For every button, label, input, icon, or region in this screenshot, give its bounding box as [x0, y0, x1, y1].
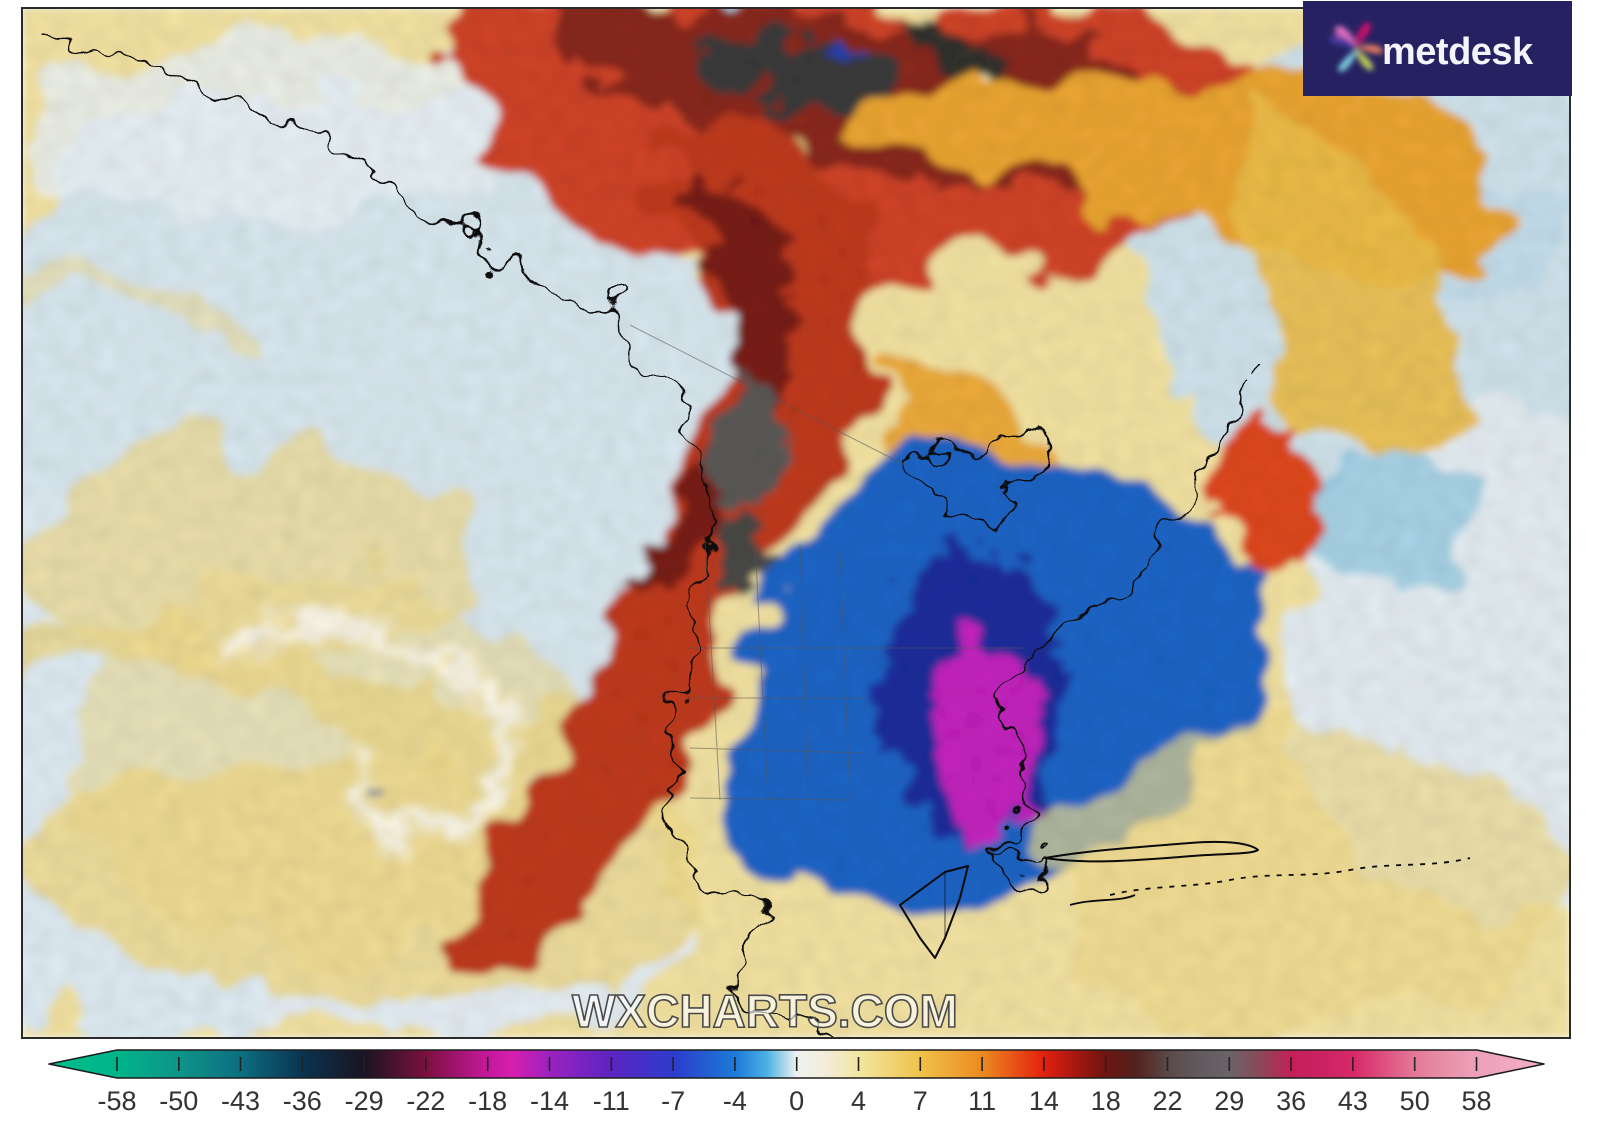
svg-text:18: 18	[1091, 1086, 1121, 1116]
svg-text:22: 22	[1152, 1086, 1182, 1116]
svg-text:0: 0	[789, 1086, 804, 1116]
svg-text:-50: -50	[159, 1086, 198, 1116]
svg-text:43: 43	[1338, 1086, 1368, 1116]
svg-text:-22: -22	[406, 1086, 445, 1116]
svg-text:50: 50	[1400, 1086, 1430, 1116]
svg-text:7: 7	[913, 1086, 928, 1116]
svg-text:-11: -11	[593, 1086, 630, 1116]
svg-text:14: 14	[1029, 1086, 1059, 1116]
svg-text:36: 36	[1276, 1086, 1306, 1116]
svg-text:metdesk: metdesk	[1382, 31, 1534, 73]
svg-text:-4: -4	[723, 1086, 747, 1116]
svg-text:4: 4	[851, 1086, 866, 1116]
svg-text:58: 58	[1461, 1086, 1491, 1116]
svg-text:WXCHARTS.COM: WXCHARTS.COM	[572, 985, 958, 1037]
svg-text:-18: -18	[468, 1086, 507, 1116]
svg-text:11: 11	[968, 1086, 996, 1116]
svg-text:-36: -36	[283, 1086, 322, 1116]
svg-text:-29: -29	[345, 1086, 384, 1116]
svg-text:-14: -14	[530, 1086, 569, 1116]
svg-text:-43: -43	[221, 1086, 260, 1116]
svg-text:-58: -58	[97, 1086, 136, 1116]
svg-text:29: 29	[1214, 1086, 1244, 1116]
svg-text:-7: -7	[661, 1086, 685, 1116]
